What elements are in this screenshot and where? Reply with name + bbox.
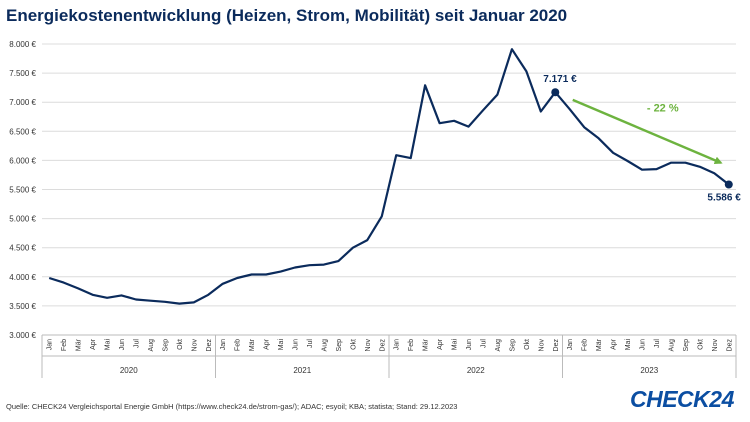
x-tick-label: Apr (437, 338, 444, 350)
peak-marker (551, 88, 560, 97)
x-tick-label: Nov (365, 339, 372, 352)
x-tick-label: Nov (538, 339, 545, 352)
x-tick-label: Apr (90, 338, 97, 350)
x-tick-label: Mai (278, 339, 285, 351)
x-tick-label: Jan (220, 339, 227, 350)
x-tick-label: Dez (553, 339, 560, 352)
x-tick-label: Jul (654, 339, 661, 348)
change-percent-label: - 22 % (647, 102, 679, 114)
x-tick-label: Feb (582, 339, 589, 351)
y-axis-ticks: 3.000 € 3.500 € 4.000 € 4.500 € 5.000 € 5.500… (9, 40, 36, 340)
x-tick-label: Jul (480, 339, 487, 348)
end-value-label: 5.586 € (707, 192, 741, 203)
x-tick-label: Dez (206, 339, 213, 352)
x-tick-label: Jan (567, 339, 574, 350)
y-tick-label: 4.500 € (9, 244, 36, 253)
x-tick-label: Aug (668, 339, 675, 352)
x-tick-label: Sep (162, 339, 169, 352)
x-tick-label: Jun (466, 339, 473, 350)
x-tick-label: Aug (148, 339, 155, 352)
source-note: Quelle: CHECK24 Vergleichsportal Energie… (6, 402, 458, 411)
x-tick-label: Jul (307, 339, 314, 348)
x-tick-label: Jul (133, 339, 140, 348)
x-tick-label: Apr (611, 338, 618, 350)
year-label: 2022 (467, 366, 485, 375)
x-tick-label: Aug (321, 339, 328, 352)
x-tick-label: Aug (495, 339, 502, 352)
x-tick-label: Mär (76, 338, 83, 351)
x-tick-label: Sep (683, 339, 690, 352)
x-tick-label: Dez (726, 339, 733, 352)
x-tick-label: Mär (249, 338, 256, 351)
x-tick-label: Mai (625, 339, 632, 351)
y-tick-label: 5.000 € (9, 215, 36, 224)
x-tick-label: Okt (697, 339, 704, 350)
y-tick-label: 8.000 € (9, 40, 36, 49)
x-axis: Jan Feb Mär Apr Mai Jun Jul Aug Sep Okt Nov Dez Jan F… (41, 334, 737, 378)
change-arrow (572, 98, 723, 165)
y-tick-label: 4.000 € (9, 273, 36, 282)
x-tick-label: Jun (119, 339, 126, 350)
x-tick-label: Jun (640, 339, 647, 350)
check24-logo: CHECK24 (630, 386, 734, 412)
x-tick-label: Jan (47, 339, 54, 350)
x-tick-label: Sep (509, 339, 516, 352)
x-tick-label: Mai (105, 339, 112, 351)
x-tick-label: Feb (61, 339, 68, 351)
x-tick-label: Sep (336, 339, 343, 352)
x-tick-label: Okt (350, 339, 357, 350)
x-tick-label: Dez (379, 339, 386, 352)
year-label: 2020 (120, 366, 138, 375)
x-tick-label: Jan (394, 339, 401, 350)
x-tick-label: Mär (423, 338, 430, 351)
year-label: 2023 (640, 366, 658, 375)
x-tick-label: Mär (596, 338, 603, 351)
x-tick-label: Feb (408, 339, 415, 351)
y-tick-label: 7.500 € (9, 69, 36, 78)
end-marker (724, 180, 733, 189)
peak-value-label: 7.171 € (543, 74, 577, 85)
x-tick-label: Apr (264, 338, 271, 350)
x-tick-label: Nov (712, 339, 719, 352)
y-tick-label: 7.000 € (9, 98, 36, 107)
annotations: 7.171 € 5.586 € - 22 % (543, 74, 741, 203)
chart-title: Energiekostenentwicklung (Heizen, Strom,… (6, 6, 568, 25)
x-tick-label: Jun (293, 339, 300, 350)
x-tick-label: Feb (235, 339, 242, 351)
x-tick-label: Mai (452, 339, 459, 351)
x-tick-label: Okt (524, 339, 531, 350)
energy-cost-series-line (48, 48, 730, 305)
year-label: 2021 (293, 366, 311, 375)
series-line-group (48, 48, 730, 305)
x-tick-label: Nov (191, 339, 198, 352)
y-tick-label: 5.500 € (9, 186, 36, 195)
x-tick-label: Okt (177, 339, 184, 350)
y-tick-label: 3.000 € (9, 331, 36, 340)
y-tick-label: 6.000 € (9, 156, 36, 165)
y-tick-label: 6.500 € (9, 127, 36, 136)
y-tick-label: 3.500 € (9, 302, 36, 311)
